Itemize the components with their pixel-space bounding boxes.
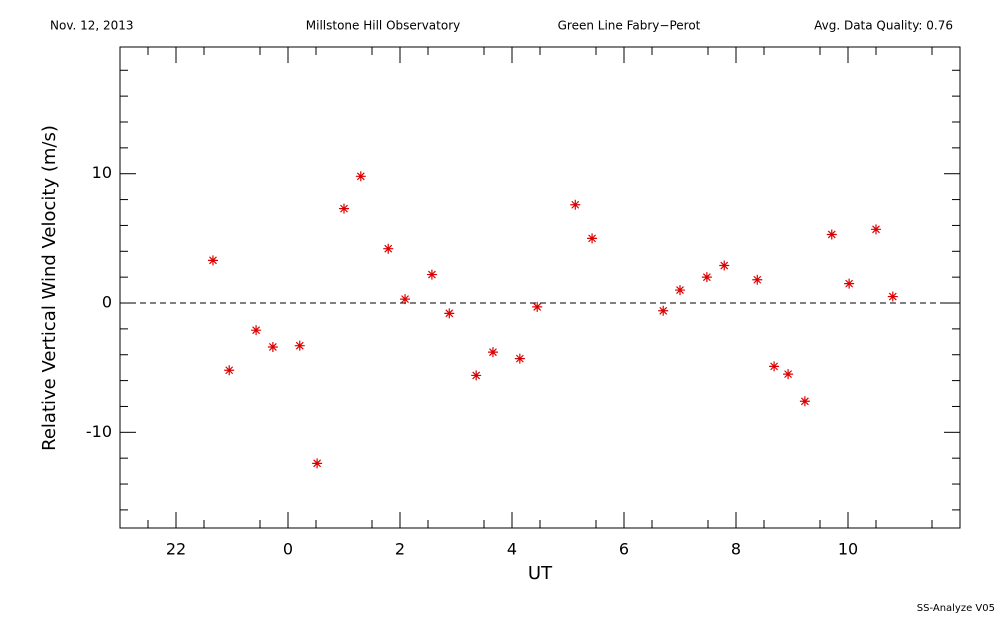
- data-point: [871, 224, 881, 235]
- data-point: [426, 269, 437, 280]
- data-point: [719, 260, 730, 271]
- y-axis-label: Relative Vertical Wind Velocity (m/s): [39, 125, 60, 451]
- x-tick-label: 22: [166, 540, 186, 559]
- data-point: [701, 272, 712, 283]
- data-point: [799, 396, 810, 407]
- x-tick-label: 6: [619, 540, 629, 559]
- data-point: [294, 340, 305, 351]
- data-point: [355, 171, 366, 182]
- data-point: [887, 291, 898, 302]
- data-point: [339, 203, 349, 214]
- data-point: [826, 229, 837, 240]
- data-point: [532, 301, 543, 312]
- data-point: [587, 233, 598, 244]
- data-point: [783, 369, 794, 380]
- x-tick-label: 2: [395, 540, 405, 559]
- header-site: Millstone Hill Observatory: [306, 19, 460, 33]
- data-point: [675, 285, 685, 296]
- data-point: [752, 274, 763, 285]
- data-point: [844, 278, 855, 289]
- data-point: [444, 308, 455, 319]
- header-quality: Avg. Data Quality: 0.76: [814, 19, 953, 33]
- x-tick-label: 8: [731, 540, 741, 559]
- x-tick-label: 0: [283, 540, 293, 559]
- data-point: [658, 305, 669, 316]
- x-tick-label: 4: [507, 540, 517, 559]
- data-point: [514, 353, 525, 364]
- x-tick-label: 10: [838, 540, 858, 559]
- data-point: [207, 255, 218, 266]
- data-point: [312, 458, 323, 469]
- data-point: [487, 347, 498, 358]
- data-point: [224, 365, 235, 376]
- x-axis-label: UT: [528, 563, 553, 584]
- y-tick-label: 0: [102, 293, 112, 312]
- data-point: [400, 294, 411, 305]
- header-date: Nov. 12, 2013: [50, 19, 134, 33]
- y-tick-label: 10: [92, 163, 112, 182]
- data-point: [471, 370, 482, 381]
- data-point: [769, 361, 780, 372]
- plot-frame: [119, 46, 961, 529]
- header-instrument: Green Line Fabry−Perot: [558, 19, 701, 33]
- y-tick-label: -10: [86, 422, 112, 441]
- data-point: [251, 325, 262, 336]
- data-point: [267, 341, 278, 352]
- footer: SS-Analyze V05: [917, 603, 995, 614]
- data-point: [383, 243, 394, 254]
- data-point: [570, 199, 581, 210]
